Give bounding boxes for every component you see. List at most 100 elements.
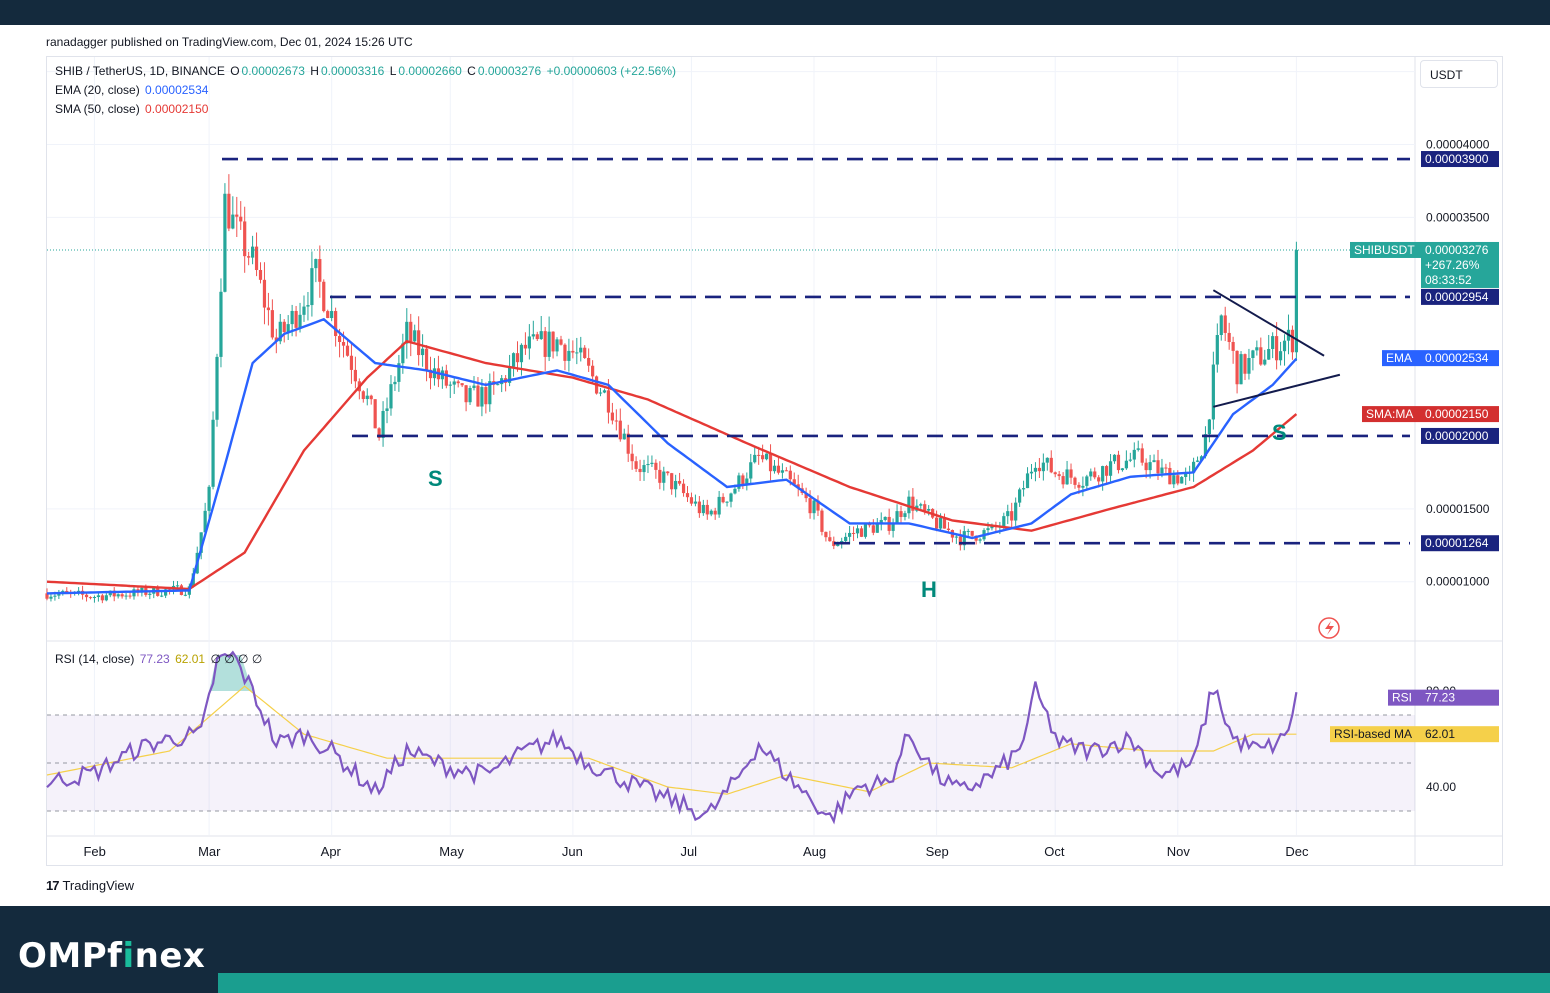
candle-body bbox=[650, 462, 654, 464]
candle-body bbox=[938, 517, 943, 529]
chart-frame[interactable] bbox=[46, 56, 1503, 866]
candle-body bbox=[1069, 469, 1073, 478]
candle-body bbox=[1136, 448, 1140, 450]
ema-legend[interactable]: EMA (20, close) 0.00002534 bbox=[55, 83, 210, 97]
candle-body bbox=[247, 256, 251, 258]
price-tick-label: 0.00001500 bbox=[1426, 502, 1490, 516]
candle-body bbox=[373, 399, 377, 429]
candle-body bbox=[1057, 474, 1061, 477]
candle-body bbox=[349, 355, 354, 370]
candle-body bbox=[77, 590, 81, 592]
candle-body bbox=[1294, 249, 1298, 353]
candle-body bbox=[859, 528, 864, 537]
footer-accent bbox=[218, 973, 1550, 993]
candle-body bbox=[761, 455, 765, 460]
candle-body bbox=[903, 513, 907, 517]
candle-body bbox=[377, 428, 381, 438]
candle-body bbox=[1124, 460, 1128, 469]
pattern-label: H bbox=[921, 577, 937, 602]
candle-body bbox=[685, 493, 690, 498]
rsi-tick-label: 40.00 bbox=[1426, 780, 1456, 794]
symbol-name[interactable]: SHIB / TetherUS, 1D, BINANCE bbox=[55, 64, 225, 78]
tradingview-logo[interactable]: 17 TradingView bbox=[46, 878, 134, 893]
candle-body bbox=[812, 500, 816, 514]
candle-body bbox=[1168, 467, 1172, 485]
candle-body bbox=[970, 530, 974, 536]
candle-body bbox=[250, 246, 255, 258]
last-price-box bbox=[1421, 241, 1499, 288]
candle-body bbox=[476, 385, 480, 407]
level-tag-value: 0.00002000 bbox=[1425, 429, 1489, 443]
candle-body bbox=[104, 595, 108, 601]
candle-body bbox=[713, 510, 717, 515]
candle-body bbox=[511, 353, 516, 367]
candle-body bbox=[863, 523, 868, 537]
time-tick-label: Feb bbox=[83, 844, 105, 859]
ema-tag-label: EMA bbox=[1386, 351, 1412, 365]
candle-body bbox=[1053, 472, 1057, 475]
top-bar bbox=[0, 0, 1550, 25]
candle-body bbox=[266, 307, 271, 311]
candle-body bbox=[1176, 475, 1180, 484]
candle-body bbox=[764, 453, 769, 460]
candle-body bbox=[1156, 460, 1160, 474]
candle-body bbox=[674, 480, 678, 490]
rsi-pane bbox=[47, 643, 1415, 835]
alert-bolt-glyph-icon bbox=[1325, 621, 1334, 635]
candle-body bbox=[294, 310, 298, 328]
tradingview-mark-icon: 17 bbox=[46, 878, 60, 893]
alert-bolt-icon bbox=[1318, 617, 1340, 639]
rsi-overbought-fill bbox=[209, 655, 253, 691]
candle-body bbox=[65, 590, 69, 593]
rsi-legend[interactable]: RSI (14, close) 77.23 62.01 ∅ ∅ ∅ ∅ bbox=[55, 652, 264, 666]
currency-button[interactable]: USDT bbox=[1420, 60, 1498, 88]
candle-body bbox=[409, 321, 413, 342]
candle-body bbox=[879, 519, 883, 525]
level-tag-value-bg bbox=[1421, 151, 1499, 168]
candle-body bbox=[262, 279, 267, 308]
candle-body bbox=[100, 595, 104, 601]
candle-body bbox=[330, 311, 334, 319]
candle-body bbox=[784, 470, 788, 472]
candle-body bbox=[53, 595, 57, 597]
candle-body bbox=[1164, 467, 1168, 469]
candle-body bbox=[183, 594, 187, 596]
candle-body bbox=[986, 528, 990, 531]
candle-body bbox=[278, 321, 282, 342]
candle-body bbox=[211, 419, 215, 487]
candle-body bbox=[946, 528, 951, 531]
candle-body bbox=[1077, 484, 1081, 488]
candle-body bbox=[824, 531, 828, 538]
last-price-countdown: 08:33:52 bbox=[1425, 273, 1472, 287]
candle-body bbox=[401, 343, 405, 364]
sma-legend[interactable]: SMA (50, close) 0.00002150 bbox=[55, 102, 210, 116]
candle-body bbox=[417, 330, 421, 356]
candle-body bbox=[709, 510, 713, 515]
candle-body bbox=[610, 412, 614, 421]
ema-20-line bbox=[46, 317, 1298, 595]
candle-body bbox=[654, 462, 658, 470]
candle-body bbox=[745, 478, 749, 485]
high-value: 0.00003316 bbox=[320, 64, 385, 78]
candle-body bbox=[199, 532, 203, 553]
candle-body bbox=[464, 385, 468, 403]
candle-body bbox=[1235, 350, 1239, 385]
candle-body bbox=[243, 221, 247, 257]
candle-body bbox=[907, 496, 911, 514]
brand-part-2: i bbox=[122, 936, 135, 976]
candle-body bbox=[539, 331, 543, 340]
candle-body bbox=[717, 496, 721, 515]
candle-body bbox=[1215, 335, 1219, 365]
candle-body bbox=[1199, 456, 1204, 461]
candle-body bbox=[1267, 348, 1271, 360]
candle-body bbox=[602, 390, 607, 393]
pattern-label: S bbox=[1272, 420, 1287, 445]
candle-body bbox=[1255, 347, 1259, 351]
candle-body bbox=[776, 465, 781, 473]
candle-body bbox=[606, 390, 611, 413]
open-label: O bbox=[230, 64, 240, 78]
candle-body bbox=[1211, 364, 1215, 420]
triangle-trendline bbox=[1213, 373, 1341, 408]
candle-body bbox=[555, 339, 559, 352]
